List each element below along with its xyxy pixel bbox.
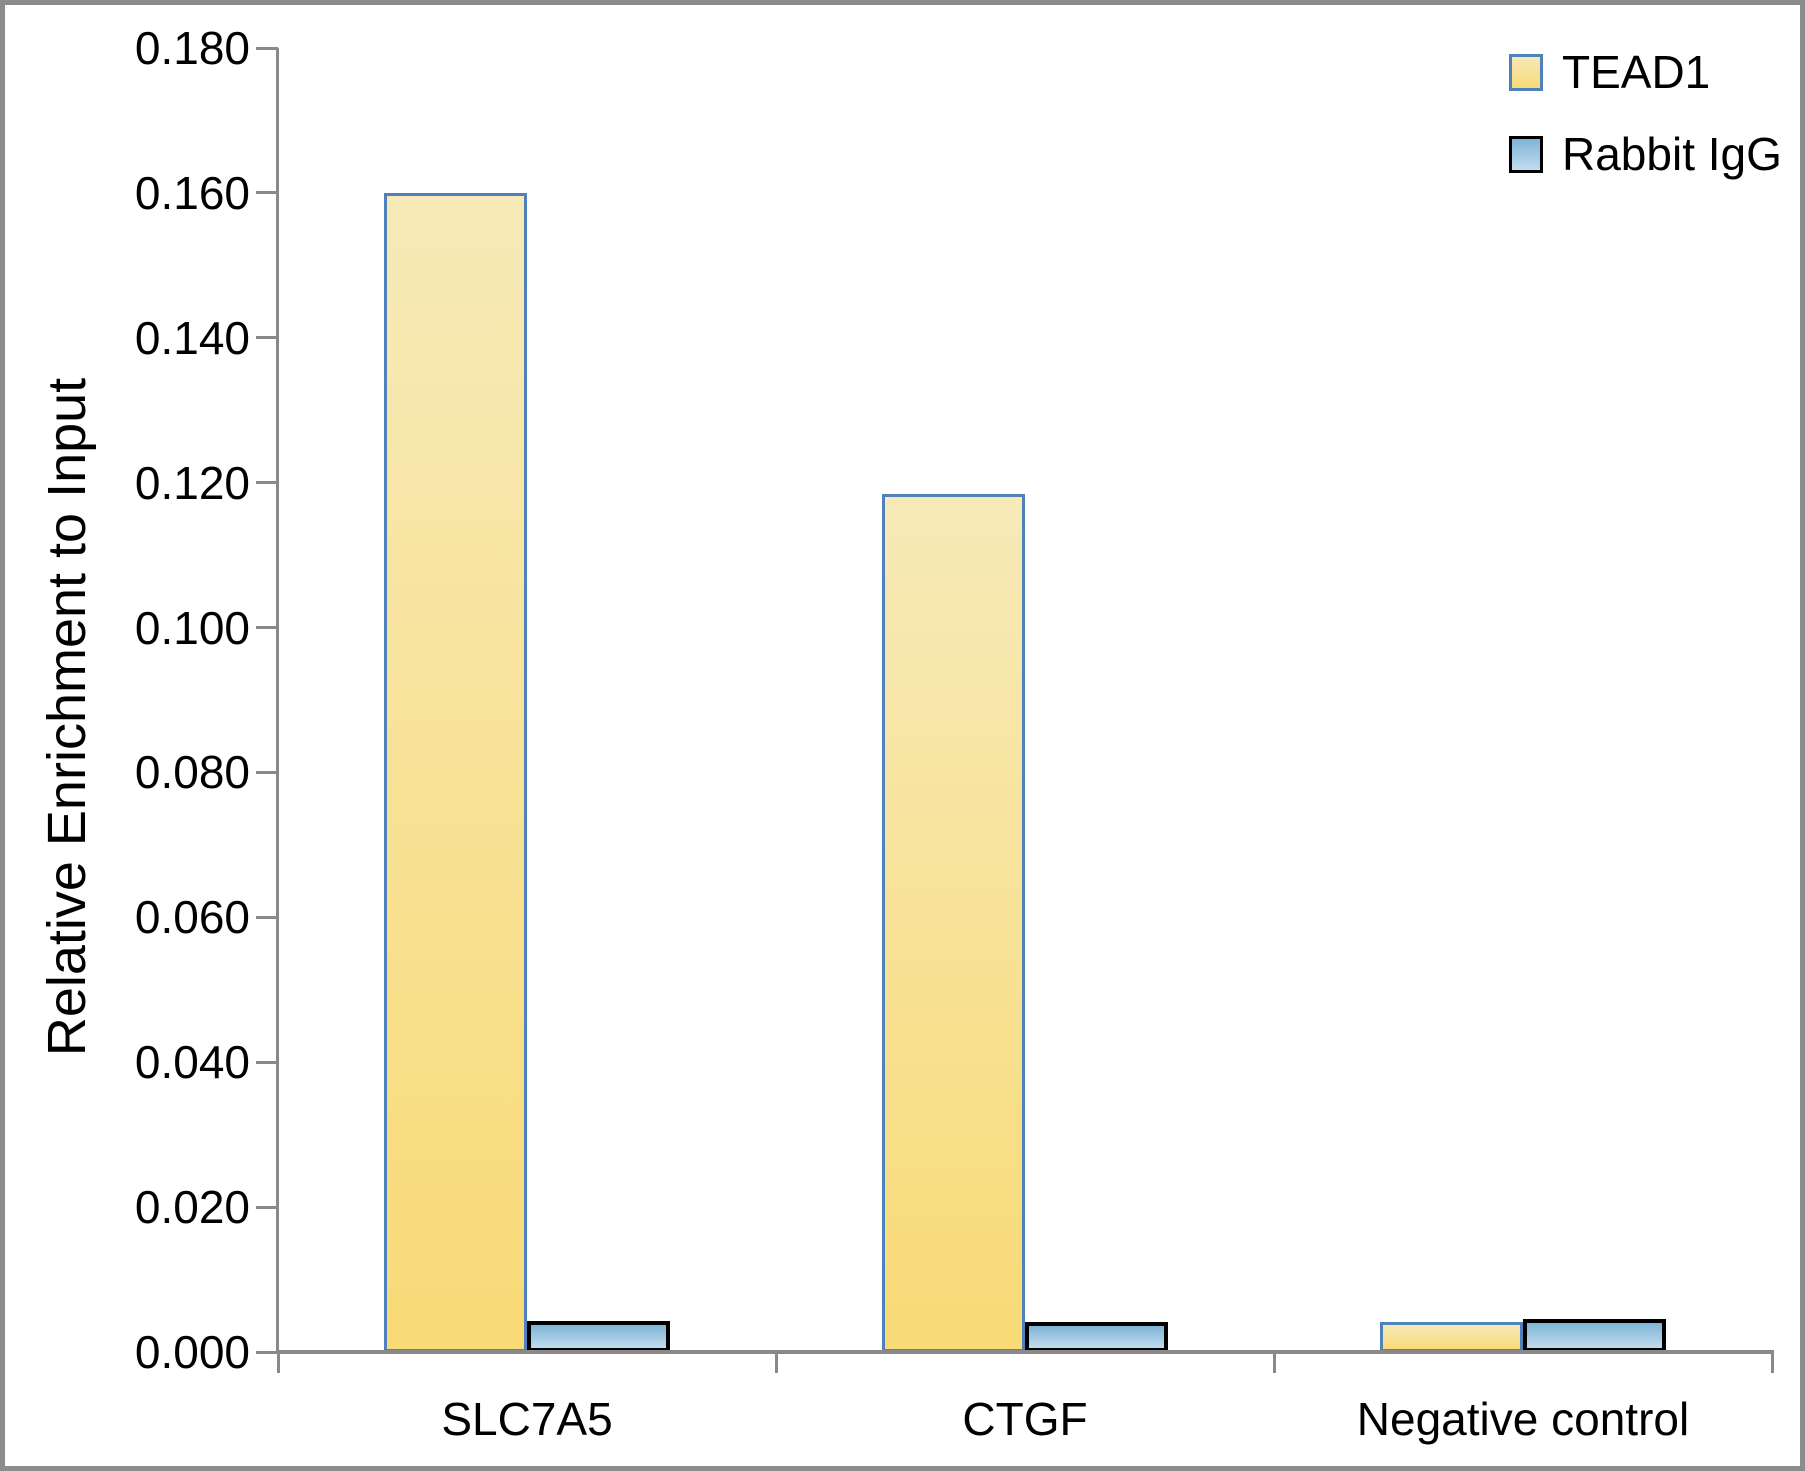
legend-item-rabbit-igg: Rabbit IgG	[1509, 127, 1782, 181]
y-tick-mark	[256, 770, 278, 774]
y-tick-label: 0.180	[134, 22, 250, 74]
y-tick-mark	[256, 191, 278, 195]
y-tick-label: 0.000	[134, 1326, 250, 1378]
y-tick-label: 0.020	[134, 1181, 250, 1234]
y-tick-label: 0.040	[134, 1036, 250, 1089]
bar-tead1-negative-control	[1380, 1322, 1523, 1352]
bar-rabbit-igg-slc7a5	[527, 1321, 670, 1352]
x-axis-line	[276, 1350, 1774, 1354]
legend-item-tead1: TEAD1	[1509, 45, 1710, 99]
y-tick-mark	[256, 336, 278, 340]
y-tick-mark	[256, 626, 278, 630]
x-tick-mark	[1770, 1352, 1774, 1373]
y-tick-mark	[256, 46, 278, 50]
y-tick-label: 0.120	[134, 456, 250, 509]
x-category-label-slc7a5: SLC7A5	[441, 1393, 613, 1445]
x-category-label-ctgf: CTGF	[962, 1393, 1088, 1445]
bar-rabbit-igg-negative-control	[1523, 1319, 1666, 1352]
y-tick-label: 0.140	[134, 311, 250, 364]
y-tick-mark	[256, 915, 278, 919]
legend-label-tead1: TEAD1	[1562, 46, 1711, 98]
bar-tead1-ctgf	[882, 494, 1025, 1352]
bar-rabbit-igg-ctgf	[1025, 1322, 1168, 1352]
bar-tead1-slc7a5	[384, 193, 527, 1352]
legend-swatch-tead1	[1509, 53, 1543, 91]
x-category-label-negative-control: Negative control	[1356, 1393, 1690, 1445]
y-tick-label: 0.080	[134, 746, 250, 799]
x-tick-mark	[276, 1352, 280, 1373]
x-tick-mark	[1272, 1352, 1276, 1373]
y-tick-mark	[256, 1350, 278, 1354]
y-tick-label: 0.060	[134, 891, 250, 944]
y-axis-line	[276, 48, 279, 1352]
y-tick-label: 0.160	[134, 166, 250, 219]
y-tick-mark	[256, 1060, 278, 1064]
x-tick-mark	[774, 1352, 778, 1373]
y-tick-mark	[256, 1205, 278, 1209]
legend-label-rabbit-igg: Rabbit IgG	[1562, 128, 1782, 180]
y-tick-label: 0.100	[134, 601, 250, 654]
legend-swatch-rabbit-igg	[1509, 135, 1543, 173]
y-tick-mark	[256, 481, 278, 485]
